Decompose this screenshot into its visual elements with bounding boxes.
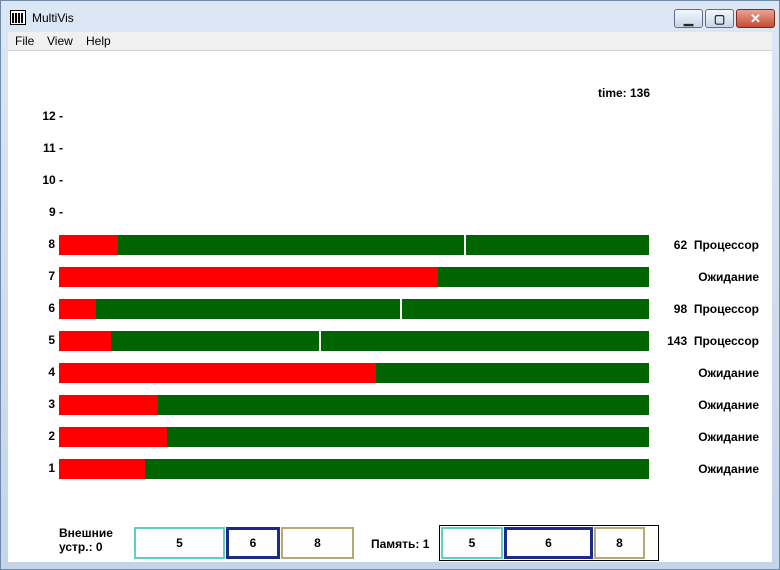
time-readout: time: 136 [598,86,651,100]
process-bar [59,299,649,319]
minimize-icon: ▁ [683,11,694,26]
process-bar [59,363,649,383]
close-icon: ✕ [750,10,761,26]
menu-view[interactable]: View [47,34,73,48]
close-button[interactable]: ✕ [736,9,775,28]
process-status: 143 Процессор [667,334,759,348]
y-axis-label: 7 [48,269,55,283]
process-status: Ожидание [698,366,759,380]
y-axis-label: 9 - [48,205,63,219]
device-queue-slot: 6 [226,527,280,559]
process-bar [59,427,649,447]
waiting-segment [59,363,376,383]
devices-label-line1: Внешние [59,526,113,540]
minimize-button[interactable]: ▁ [674,9,703,28]
waiting-segment [59,427,167,447]
y-axis-label: 1 [48,461,55,475]
y-axis-label: 11 - [42,141,63,155]
maximize-icon: ▢ [713,11,726,26]
process-bar [59,459,649,479]
progress-marker [464,235,466,255]
title-bar[interactable]: MultiVis ▁ ▢ ✕ [1,1,779,32]
waiting-segment [59,331,111,351]
process-bar [59,395,649,415]
menu-bar: File View Help [8,32,772,51]
y-axis-label: 4 [48,365,55,379]
process-status: 98 Процессор [673,302,759,316]
devices-label: Внешние устр.: 0 [59,526,134,554]
devices-label-line2: устр.: 0 [59,540,103,554]
app-icon [10,10,26,25]
progress-marker [400,299,402,319]
progress-marker [319,331,321,351]
process-status: Ожидание [698,462,759,476]
process-status: 62 Процессор [673,238,759,252]
y-axis-label: 12 - [42,109,63,123]
process-status: Ожидание [698,430,759,444]
waiting-segment [59,395,158,415]
memory-block: 8 [594,527,645,559]
memory-block: 6 [504,527,593,559]
y-axis-label: 6 [48,301,55,315]
y-axis-label: 8 [48,237,55,251]
device-queue-slot: 8 [281,527,354,559]
menu-help[interactable]: Help [86,34,111,48]
y-axis-label: 3 [48,397,55,411]
maximize-button[interactable]: ▢ [705,9,734,28]
waiting-segment [59,459,145,479]
process-bar [59,331,649,351]
memory-block: 5 [441,527,503,559]
process-status: Ожидание [698,270,759,284]
y-axis-label: 2 [48,429,55,443]
memory-frame [439,525,659,561]
visualization-area: time: 136 Внешние устр.: 0 5 6 8 Память:… [8,51,772,562]
y-axis-label: 10 - [42,173,63,187]
waiting-segment [59,299,96,319]
process-bar [59,235,649,255]
menu-file[interactable]: File [15,34,35,48]
waiting-segment [59,267,438,287]
window-title: MultiVis [32,11,74,25]
waiting-segment [59,235,118,255]
process-status: Ожидание [698,398,759,412]
memory-label: Память: 1 [371,537,430,551]
process-bar [59,267,649,287]
device-queue-slot: 5 [134,527,225,559]
y-axis-label: 5 [48,333,55,347]
